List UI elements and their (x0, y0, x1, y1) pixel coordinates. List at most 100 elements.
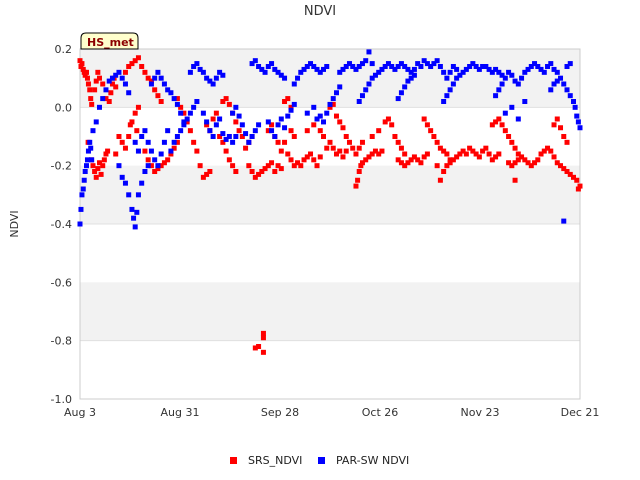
data-point (158, 75, 164, 81)
data-point (77, 58, 83, 64)
data-point (230, 163, 236, 169)
data-point (278, 116, 284, 122)
data-point (148, 163, 154, 169)
data-point (324, 145, 330, 151)
data-point (295, 75, 301, 81)
data-point (447, 69, 453, 75)
data-point (382, 119, 388, 125)
data-point (444, 93, 450, 99)
data-point (575, 119, 581, 125)
data-point (502, 110, 508, 116)
data-point (369, 75, 375, 81)
data-point (554, 78, 560, 84)
data-point (278, 72, 284, 78)
data-point (126, 90, 132, 96)
data-point (139, 180, 145, 186)
data-point (567, 61, 573, 67)
data-point (282, 139, 288, 145)
y-tick-label: -0.4 (51, 218, 72, 231)
series-par-sw-ndvi (77, 49, 583, 230)
data-point (558, 125, 564, 131)
data-point (359, 160, 365, 166)
data-point (333, 113, 339, 119)
grid-band (80, 165, 580, 224)
data-point (239, 134, 245, 139)
data-point (340, 125, 346, 131)
data-point (356, 99, 362, 104)
data-point (122, 145, 128, 151)
data-point (489, 122, 495, 128)
data-point (168, 151, 174, 157)
data-point (395, 96, 401, 102)
data-point (353, 183, 359, 189)
data-point (434, 163, 440, 169)
data-point (496, 151, 502, 157)
data-point (327, 139, 333, 145)
data-point (295, 160, 301, 166)
data-point (233, 104, 239, 110)
data-point (493, 93, 499, 99)
data-point (415, 157, 421, 163)
data-point (402, 84, 408, 90)
data-point (127, 122, 133, 128)
data-point (389, 122, 395, 128)
data-point (260, 330, 266, 336)
data-point (265, 119, 271, 125)
data-point (116, 163, 122, 169)
data-point (437, 145, 443, 151)
data-point (314, 66, 320, 72)
data-point (538, 66, 544, 72)
data-point (132, 110, 138, 116)
data-point (298, 163, 304, 169)
x-tick-label: Sep 28 (261, 406, 299, 419)
data-point (314, 163, 320, 169)
data-point (184, 116, 190, 122)
data-point (551, 154, 557, 160)
data-point (398, 90, 404, 96)
data-point (116, 69, 122, 75)
data-point (106, 78, 112, 84)
data-point (101, 157, 107, 163)
x-tick-labels: Aug 3 Aug 31 Sep 28 Oct 26 Nov 23 Dec 21 (64, 406, 599, 419)
data-point (499, 122, 505, 128)
data-point (145, 75, 151, 81)
data-point (233, 169, 239, 174)
data-point (213, 122, 219, 128)
data-point (359, 93, 365, 99)
data-point (337, 69, 343, 75)
data-point (564, 64, 570, 69)
data-point (204, 171, 210, 177)
data-point (506, 160, 512, 166)
data-point (126, 134, 132, 139)
data-point (405, 66, 411, 72)
data-point (174, 134, 180, 139)
data-point (480, 148, 486, 154)
data-point (145, 157, 151, 163)
data-point (171, 139, 177, 145)
data-point (256, 64, 262, 69)
y-tick-label: -0.6 (51, 276, 72, 289)
data-point (152, 169, 158, 174)
data-point (554, 160, 560, 166)
grid-band (80, 282, 580, 341)
data-point (84, 157, 90, 163)
data-point (275, 139, 281, 145)
data-point (473, 151, 479, 157)
data-point (165, 157, 171, 163)
data-point (178, 128, 184, 134)
data-point (98, 171, 104, 177)
data-point (359, 139, 365, 145)
data-point (152, 87, 158, 93)
data-point (100, 81, 106, 87)
data-point (548, 87, 554, 93)
data-point (122, 69, 128, 75)
data-point (355, 177, 361, 183)
data-point (545, 145, 551, 151)
data-point (564, 139, 570, 145)
data-point (132, 139, 138, 145)
data-point (93, 78, 99, 84)
data-point (376, 69, 382, 75)
data-point (450, 157, 456, 163)
data-point (574, 113, 580, 119)
